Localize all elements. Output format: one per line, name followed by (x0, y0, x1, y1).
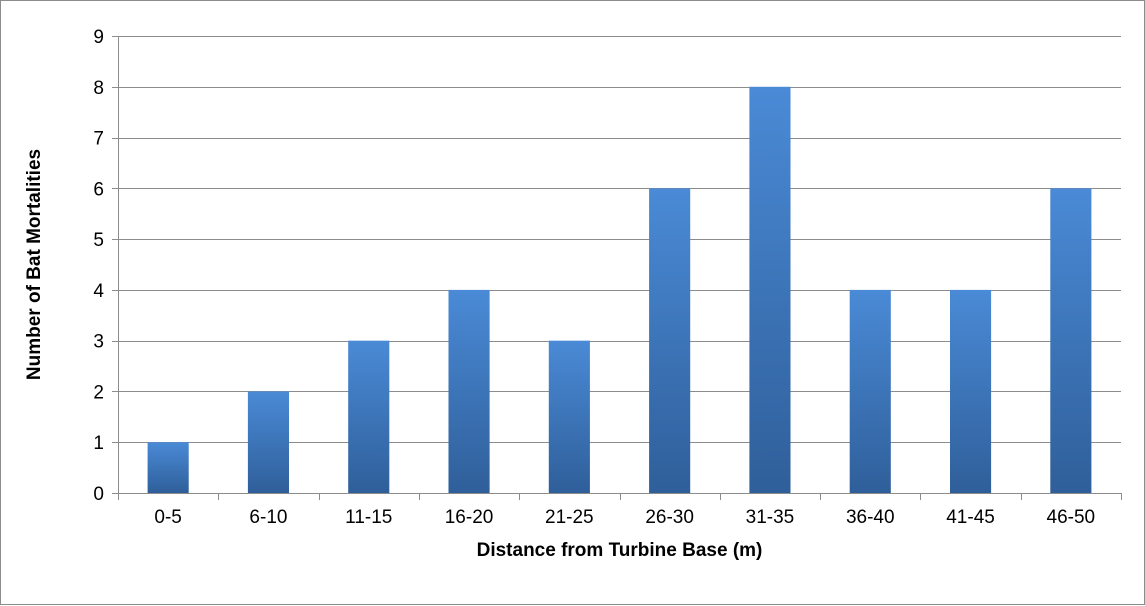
y-tick-label: 1 (93, 433, 104, 454)
x-axis-title: Distance from Turbine Base (m) (477, 540, 763, 561)
y-tick-label: 0 (93, 484, 104, 505)
bar-46-50 (1050, 188, 1092, 493)
y-tick-labels: 0 1 2 3 4 5 6 7 8 9 (93, 27, 104, 505)
axes (112, 36, 1122, 500)
x-tick-label: 11-15 (345, 507, 392, 528)
bar-41-45 (949, 289, 992, 493)
bar-6-10 (247, 391, 290, 493)
y-tick-label: 9 (93, 27, 104, 48)
x-tick-label: 21-25 (545, 507, 594, 528)
y-tick-label: 4 (93, 281, 104, 302)
bar-31-35 (749, 86, 791, 493)
x-tick-label: 36-40 (846, 507, 895, 528)
y-tick-label: 5 (93, 230, 104, 251)
bar-0-5 (147, 442, 189, 493)
x-tick-label: 16-20 (445, 507, 494, 528)
bar-36-40 (849, 289, 891, 493)
bar-26-30 (649, 188, 691, 493)
x-tick-labels: 0-5 6-10 11-15 16-20 21-25 26-30 31-35 36-40 41-… (154, 507, 1095, 528)
y-tick-label: 7 (93, 129, 104, 150)
x-tick-label: 46-50 (1047, 507, 1096, 528)
y-tick-label: 3 (93, 332, 104, 353)
x-tick-label: 0-5 (154, 507, 181, 528)
x-tick-label: 31-35 (746, 507, 795, 528)
y-tick-label: 2 (93, 382, 104, 403)
y-axis-title: Number of Bat Mortalities (24, 149, 45, 380)
x-tick-label: 6-10 (249, 507, 287, 528)
bar-11-15 (348, 340, 390, 493)
bars (147, 86, 1092, 493)
y-tick-label: 8 (93, 78, 104, 99)
x-tick-label: 26-30 (645, 507, 694, 528)
bar-16-20 (448, 289, 490, 493)
y-tick-label: 6 (93, 179, 104, 200)
x-tick-label: 41-45 (946, 507, 995, 528)
bar-21-25 (548, 340, 590, 493)
